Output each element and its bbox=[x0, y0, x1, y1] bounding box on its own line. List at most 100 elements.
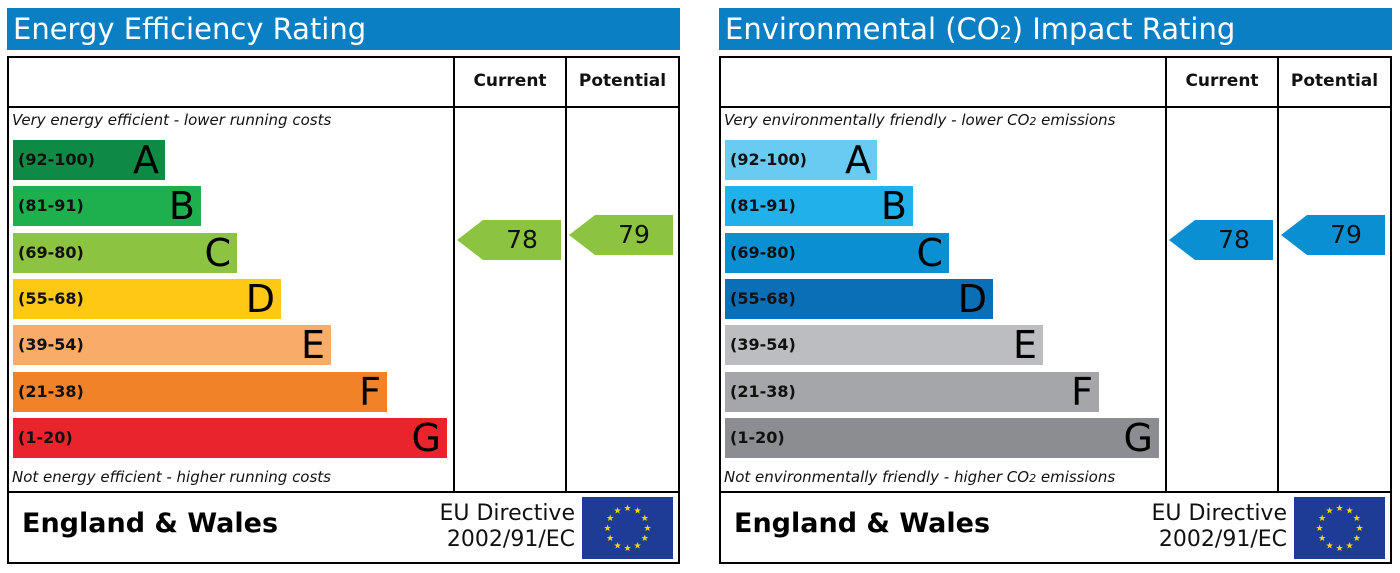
bottom-note: Not environmentally friendly - higher CO… bbox=[724, 468, 1116, 486]
band-range-label: (1-20) bbox=[18, 427, 73, 447]
band-letter: C bbox=[916, 230, 943, 275]
eu-star-icon: ★ bbox=[613, 507, 621, 517]
band-letter: D bbox=[245, 276, 275, 321]
potential-rating-arrow: 79 bbox=[569, 215, 673, 255]
rating-band-d: (55-68) D bbox=[725, 276, 993, 321]
rating-band-b: (81-91) B bbox=[725, 184, 913, 229]
band-range-label: (69-80) bbox=[18, 242, 84, 262]
band-range-label: (55-68) bbox=[18, 288, 84, 308]
panel-title: Environmental (CO2) Impact Rating bbox=[719, 8, 1392, 50]
rating-band-a: (92-100) A bbox=[13, 140, 165, 180]
rating-band-e: (39-54) E bbox=[13, 323, 331, 368]
band-letter: E bbox=[300, 323, 325, 368]
potential-column-header: Potential bbox=[1290, 71, 1379, 91]
directive-line-1: EU Directive bbox=[439, 501, 575, 526]
region-label: England & Wales bbox=[734, 508, 991, 539]
eu-flag-icon: ★ ★ ★ ★ ★ ★ ★ ★ ★ ★ ★ ★ bbox=[1294, 497, 1385, 559]
band-range-label: (55-68) bbox=[730, 288, 796, 308]
eu-star-icon: ★ bbox=[1325, 541, 1333, 551]
eu-star-icon: ★ bbox=[1318, 514, 1326, 524]
eu-star-icon: ★ bbox=[1353, 534, 1361, 544]
band-letter: G bbox=[1123, 415, 1153, 460]
rating-band-g: (1-20) G bbox=[13, 415, 447, 460]
rating-band-b: (81-91) B bbox=[13, 184, 201, 229]
band-range-label: (21-38) bbox=[730, 381, 796, 401]
eu-star-icon: ★ bbox=[1355, 524, 1363, 534]
eu-star-icon: ★ bbox=[633, 507, 641, 517]
potential-column-header: Potential bbox=[578, 71, 667, 91]
eu-star-icon: ★ bbox=[633, 541, 641, 551]
band-letter: C bbox=[204, 230, 231, 275]
potential-rating-value: 79 bbox=[618, 220, 650, 249]
band-letter: A bbox=[845, 138, 871, 182]
rating-band-g: (1-20) G bbox=[725, 415, 1159, 460]
column-divider bbox=[565, 58, 567, 493]
rating-band-d: (55-68) D bbox=[13, 276, 281, 321]
rating-table: Current Potential Very environmentally f… bbox=[719, 56, 1392, 564]
eu-directive-text: EU Directive 2002/91/EC bbox=[1151, 501, 1287, 553]
eu-star-icon: ★ bbox=[603, 524, 611, 534]
band-letter: F bbox=[1071, 369, 1093, 414]
eu-star-icon: ★ bbox=[1335, 504, 1343, 514]
current-rating-value: 78 bbox=[1218, 225, 1250, 254]
eu-star-icon: ★ bbox=[1318, 534, 1326, 544]
eu-star-icon: ★ bbox=[1353, 514, 1361, 524]
directive-line-2: 2002/91/EC bbox=[446, 527, 575, 552]
environmental-impact-panel: Environmental (CO2) Impact Rating Curren… bbox=[719, 8, 1392, 564]
eu-star-icon: ★ bbox=[623, 504, 631, 514]
top-note: Very energy efficient - lower running co… bbox=[12, 111, 332, 129]
current-column-header: Current bbox=[473, 71, 547, 91]
band-letter: F bbox=[359, 369, 381, 414]
eu-star-icon: ★ bbox=[641, 534, 649, 544]
directive-line-1: EU Directive bbox=[1151, 501, 1287, 526]
eu-flag-icon: ★ ★ ★ ★ ★ ★ ★ ★ ★ ★ ★ ★ bbox=[582, 497, 673, 559]
top-note: Very environmentally friendly - lower CO… bbox=[724, 111, 1116, 129]
eu-directive-text: EU Directive 2002/91/EC bbox=[439, 501, 575, 553]
eu-star-icon: ★ bbox=[623, 544, 631, 554]
column-divider bbox=[453, 58, 455, 493]
eu-star-icon: ★ bbox=[606, 534, 614, 544]
eu-star-icon: ★ bbox=[606, 514, 614, 524]
panel-title: Energy Efficiency Rating bbox=[7, 8, 680, 50]
current-column-header: Current bbox=[1185, 71, 1259, 91]
footer-divider bbox=[721, 491, 1390, 493]
band-range-label: (39-54) bbox=[730, 335, 796, 355]
current-rating-value: 78 bbox=[506, 225, 538, 254]
eu-star-icon: ★ bbox=[641, 514, 649, 524]
band-range-label: (81-91) bbox=[18, 196, 84, 216]
current-rating-arrow: 78 bbox=[457, 220, 561, 260]
eu-star-icon: ★ bbox=[1325, 507, 1333, 517]
rating-band-f: (21-38) F bbox=[725, 369, 1099, 414]
region-label: England & Wales bbox=[22, 508, 279, 539]
energy-efficiency-panel: Energy Efficiency Rating Current Potenti… bbox=[7, 8, 680, 564]
band-letter: E bbox=[1012, 323, 1037, 368]
directive-line-2: 2002/91/EC bbox=[1158, 527, 1287, 552]
band-letter: G bbox=[411, 415, 441, 460]
band-range-label: (92-100) bbox=[18, 150, 95, 169]
header-divider bbox=[721, 106, 1390, 108]
rating-band-c: (69-80) C bbox=[13, 230, 237, 275]
band-range-label: (69-80) bbox=[730, 242, 796, 262]
band-range-label: (39-54) bbox=[18, 335, 84, 355]
band-range-label: (92-100) bbox=[730, 150, 807, 169]
band-range-label: (21-38) bbox=[18, 381, 84, 401]
potential-rating-arrow: 79 bbox=[1281, 215, 1385, 255]
rating-band-c: (69-80) C bbox=[725, 230, 949, 275]
eu-star-icon: ★ bbox=[1335, 544, 1343, 554]
bottom-note: Not energy efficient - higher running co… bbox=[12, 468, 331, 486]
band-letter: B bbox=[880, 184, 907, 229]
current-rating-arrow: 78 bbox=[1169, 220, 1273, 260]
eu-star-icon: ★ bbox=[1345, 541, 1353, 551]
band-letter: D bbox=[957, 276, 987, 321]
eu-star-icon: ★ bbox=[643, 524, 651, 534]
rating-table: Current Potential Very energy efficient … bbox=[7, 56, 680, 564]
footer-divider bbox=[9, 491, 678, 493]
rating-band-a: (92-100) A bbox=[725, 140, 877, 180]
band-letter: A bbox=[133, 138, 159, 182]
eu-star-icon: ★ bbox=[613, 541, 621, 551]
rating-band-e: (39-54) E bbox=[725, 323, 1043, 368]
rating-band-f: (21-38) F bbox=[13, 369, 387, 414]
band-letter: B bbox=[168, 184, 195, 229]
band-range-label: (1-20) bbox=[730, 427, 785, 447]
band-range-label: (81-91) bbox=[730, 196, 796, 216]
